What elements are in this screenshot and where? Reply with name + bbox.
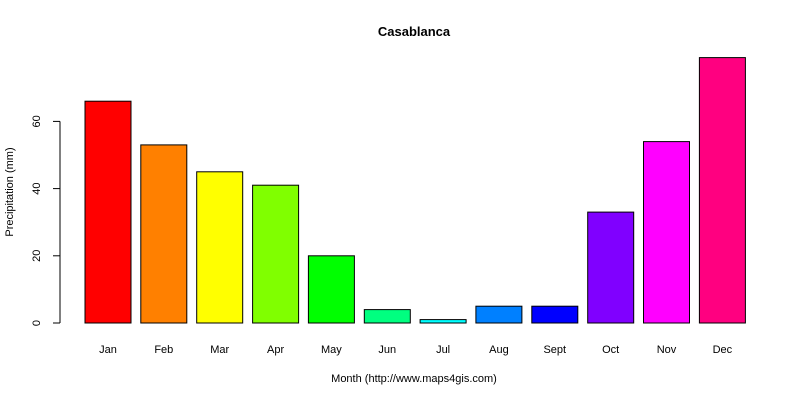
y-tick-label-60: 60 [31,115,43,127]
x-tick-label-sept: Sept [543,344,566,356]
x-tick-label-dec: Dec [713,344,733,356]
bar-apr [252,184,300,324]
bar-may [307,255,355,324]
bar-sept [531,305,579,324]
chart-title: Casablanca [378,24,451,39]
bar-feb [140,144,188,324]
bar-dec [698,57,746,324]
y-tick-label-40: 40 [31,182,43,194]
bar-nov [643,141,690,324]
x-axis-label: Month (http://www.maps4gis.com) [331,373,497,385]
y-axis-label: Precipitation (mm) [4,147,16,236]
x-tick-label-may: May [321,344,342,356]
y-tick-label-20: 20 [31,250,43,262]
x-tick-label-jun: Jun [378,344,396,356]
y-axis: 0 20 40 60 [31,115,61,326]
bar-oct [587,211,635,324]
x-tick-label-jan: Jan [99,344,117,356]
bars-layer [84,57,746,324]
bar-jun [363,309,411,324]
y-tick-label-0: 0 [31,320,43,326]
x-tick-label-jul: Jul [436,344,450,356]
bar-aug [475,305,523,324]
x-tick-label-nov: Nov [657,344,677,356]
x-tick-label-mar: Mar [210,344,229,356]
bar-jul [419,319,467,324]
x-tick-label-aug: Aug [489,344,509,356]
x-tick-labels: Jan Feb Mar Apr May Jun Jul Aug Sept Oct Nov Dec [99,344,733,356]
bar-jan [84,100,132,324]
bar-mar [196,171,244,324]
x-tick-label-oct: Oct [602,344,619,356]
x-tick-label-feb: Feb [154,344,173,356]
x-tick-label-apr: Apr [267,344,284,356]
